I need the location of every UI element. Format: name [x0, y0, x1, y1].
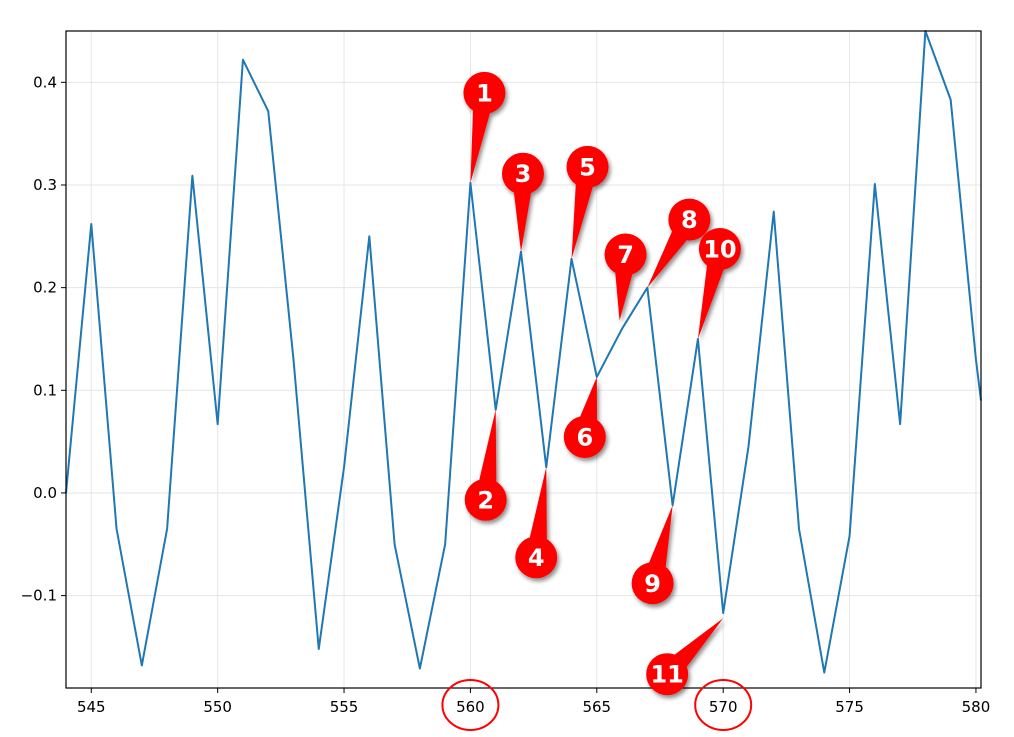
callout-marker	[631, 505, 674, 605]
y-tick-label: 0.0	[33, 484, 57, 502]
callout-marker	[646, 618, 724, 696]
annotation-layer: 1 2 3 4 5 6 7 8 9 10 11	[463, 71, 741, 696]
callout-label: 4	[528, 544, 545, 572]
x-tick-label: 560	[456, 698, 485, 716]
x-tick-label: 575	[835, 698, 864, 716]
x-tick-label: 580	[962, 698, 991, 716]
callout-bubble	[698, 227, 741, 270]
x-tick-label: 555	[330, 698, 359, 716]
series-layer	[65, 30, 982, 674]
callout-bubble	[668, 198, 711, 241]
y-tick-label: 0.3	[33, 176, 57, 194]
callout-marker	[501, 152, 544, 252]
callout-label: 1	[476, 79, 493, 107]
callout-label: 11	[650, 661, 683, 689]
callout-marker	[515, 467, 558, 579]
callout-bubble	[515, 536, 558, 579]
callout-marker	[463, 71, 506, 183]
callout-marker	[697, 227, 741, 339]
callout-bubble	[463, 71, 506, 114]
callout-marker	[566, 145, 609, 259]
callout-bubble	[631, 562, 674, 605]
callout-label: 3	[515, 160, 532, 188]
highlight-circle	[441, 679, 500, 731]
callout-pointer	[571, 184, 593, 259]
callout-pointer	[580, 376, 597, 420]
callout-pointer	[697, 265, 724, 339]
callout-label: 2	[477, 486, 494, 514]
callout-label: 9	[644, 570, 661, 598]
callout-marker	[604, 233, 647, 321]
callout-bubble	[464, 478, 507, 521]
callout-marker	[563, 376, 606, 458]
callout-bubble	[566, 145, 609, 188]
callout-label: 6	[576, 423, 593, 451]
callout-bubble	[563, 415, 606, 458]
y-tick-label: 0.1	[33, 381, 57, 399]
callout-bubble	[604, 233, 647, 276]
callout-label: 10	[703, 235, 736, 263]
y-tick-label: 0.4	[33, 73, 57, 91]
grid	[66, 31, 981, 688]
x-tick-label: 545	[77, 698, 106, 716]
y-tick-label: 0.2	[33, 279, 57, 297]
callout-pointer	[674, 618, 724, 667]
tick-layer: 545 550 555 560 565 570 575 580 −0.1 0.0 0.1 0.2 0.3…	[21, 73, 991, 716]
highlight-circle	[694, 679, 753, 731]
callout-pointer	[470, 110, 490, 183]
callout-label: 5	[579, 153, 596, 181]
highlight-layer	[441, 679, 753, 731]
series-line	[65, 30, 982, 674]
y-tick-label: −0.1	[21, 587, 57, 605]
x-tick-label: 570	[709, 698, 738, 716]
x-tick-label: 550	[203, 698, 232, 716]
callout-label: 7	[617, 241, 634, 269]
callout-pointer	[479, 409, 497, 482]
callout-label: 8	[681, 206, 698, 234]
callout-bubble	[646, 653, 689, 696]
callout-pointer	[529, 467, 547, 540]
x-tick-label: 565	[582, 698, 611, 716]
callout-marker	[464, 409, 507, 521]
callout-bubble	[501, 152, 544, 195]
callout-marker	[647, 198, 711, 288]
plot-frame	[65, 30, 982, 689]
callout-pointer	[615, 272, 633, 321]
callout-pointer	[513, 192, 532, 252]
callout-pointer	[647, 231, 687, 288]
callout-pointer	[649, 505, 673, 567]
